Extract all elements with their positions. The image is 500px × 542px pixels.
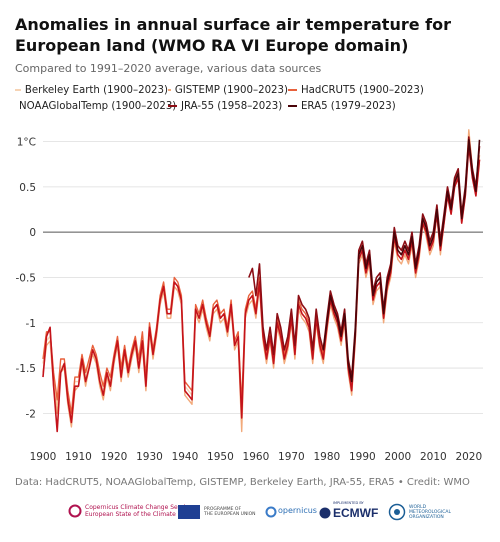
y-tick-label: -1.5 bbox=[16, 363, 37, 375]
copernicus-logo-icon bbox=[265, 506, 277, 518]
x-tick-label: 1940 bbox=[172, 451, 199, 463]
legend-label: JRA-55 (1958–2023) bbox=[181, 100, 283, 112]
legend-swatch bbox=[168, 105, 177, 107]
x-tick-label: 1950 bbox=[207, 451, 234, 463]
x-tick-label: 1990 bbox=[349, 451, 376, 463]
legend-row: NOAAGlobalTemp (1900–2023) JRA-55 (1958–… bbox=[15, 98, 495, 114]
wmo-line3: ORGANIZATION bbox=[409, 515, 444, 520]
footer-logos: Copernicus Climate Change Service Europe… bbox=[0, 498, 500, 528]
wmo-line1: WORLD bbox=[409, 505, 427, 510]
legend-item-hadcrut5: HadCRUT5 (1900–2023) bbox=[288, 85, 424, 96]
x-tick-label: 1910 bbox=[65, 451, 92, 463]
eu-line2: THE EUROPEAN UNION bbox=[204, 512, 256, 517]
x-axis-labels: 1900 1910 1920 1930 1940 1950 1960 1970 1980 1990… bbox=[30, 451, 483, 463]
x-tick-label: 1900 bbox=[30, 451, 57, 463]
legend-swatch bbox=[15, 89, 21, 91]
y-tick-label: -2 bbox=[26, 408, 36, 420]
legend-item-noaaglobaltemp: NOAAGlobalTemp (1900–2023) bbox=[15, 101, 176, 112]
ecmwf-logo: ECMWF bbox=[333, 506, 379, 520]
x-tick-label: 1930 bbox=[136, 451, 163, 463]
copernicus-line1: Copernicus Climate Change Service bbox=[85, 504, 193, 511]
x-tick-label: 1960 bbox=[243, 451, 270, 463]
y-tick-label: -1 bbox=[26, 318, 36, 330]
legend: Berkeley Earth (1900–2023) GISTEMP (1900… bbox=[15, 82, 495, 114]
chart-title: Anomalies in annual surface air temperat… bbox=[15, 15, 451, 55]
x-tick-label: 1980 bbox=[314, 451, 341, 463]
legend-item-era5: ERA5 (1979–2023) bbox=[288, 101, 396, 112]
eu-flag-icon bbox=[178, 505, 200, 519]
wmo-logo-icon bbox=[388, 503, 406, 521]
x-tick-label: 2000 bbox=[384, 451, 411, 463]
eu-programme-logo: PROGRAMME OF THE EUROPEAN UNION bbox=[204, 507, 256, 517]
legend-swatch bbox=[288, 105, 297, 107]
legend-label: NOAAGlobalTemp (1900–2023) bbox=[19, 100, 177, 112]
legend-item-gistemp: GISTEMP (1900–2023) bbox=[168, 85, 288, 96]
legend-label: HadCRUT5 (1900–2023) bbox=[301, 84, 424, 96]
series-line-gistemp bbox=[42, 129, 481, 433]
wmo-logo: WORLD METEOROLOGICAL ORGANIZATION bbox=[409, 505, 451, 520]
y-tick-label: 0.5 bbox=[19, 182, 36, 194]
y-axis-labels: 1°C 0.5 0 -0.5 -1 -1.5 -2 bbox=[16, 137, 37, 421]
wmo-line2: METEOROLOGICAL bbox=[409, 510, 451, 515]
copernicus-c3s-logo-icon bbox=[68, 504, 82, 518]
series-line-era5 bbox=[322, 139, 481, 383]
legend-item-jra55: JRA-55 (1958–2023) bbox=[168, 101, 288, 112]
legend-swatch bbox=[168, 89, 171, 91]
legend-swatch bbox=[288, 89, 297, 91]
y-tick-label: 1°C bbox=[17, 137, 36, 149]
x-tick-label: 1920 bbox=[101, 451, 128, 463]
legend-label: GISTEMP (1900–2023) bbox=[174, 84, 288, 96]
y-tick-label: 0 bbox=[29, 227, 36, 239]
x-tick-label: 2010 bbox=[420, 451, 447, 463]
line-chart: 1°C 0.5 0 -0.5 -1 -1.5 -2 1900 1910 1920 1930 1940… bbox=[16, 129, 483, 463]
copernicus-line2: European State of the Climate | 2023 bbox=[85, 511, 197, 518]
eu-line1: PROGRAMME OF bbox=[204, 507, 242, 512]
legend-label: Berkeley Earth (1900–2023) bbox=[24, 84, 168, 96]
legend-item-berkeley: Berkeley Earth (1900–2023) bbox=[15, 85, 168, 96]
ecmwf-small-text: IMPLEMENTED BY bbox=[333, 501, 364, 505]
legend-row: Berkeley Earth (1900–2023) GISTEMP (1900… bbox=[15, 82, 495, 98]
y-tick-label: -0.5 bbox=[16, 272, 37, 284]
ecmwf-logo-icon bbox=[319, 507, 331, 519]
copernicus-logo: opernicus bbox=[278, 506, 317, 515]
chart-subtitle: Compared to 1991–2020 average, various d… bbox=[15, 62, 322, 75]
source-credit: Data: HadCRUT5, NOAAGlobalTemp, GISTEMP,… bbox=[15, 477, 470, 488]
copernicus-c3s-logo: Copernicus Climate Change Service Europe… bbox=[85, 504, 197, 518]
x-tick-label: 2020 bbox=[455, 451, 482, 463]
legend-label: ERA5 (1979–2023) bbox=[301, 100, 396, 112]
series-lines bbox=[42, 129, 481, 433]
x-tick-label: 1970 bbox=[278, 451, 305, 463]
